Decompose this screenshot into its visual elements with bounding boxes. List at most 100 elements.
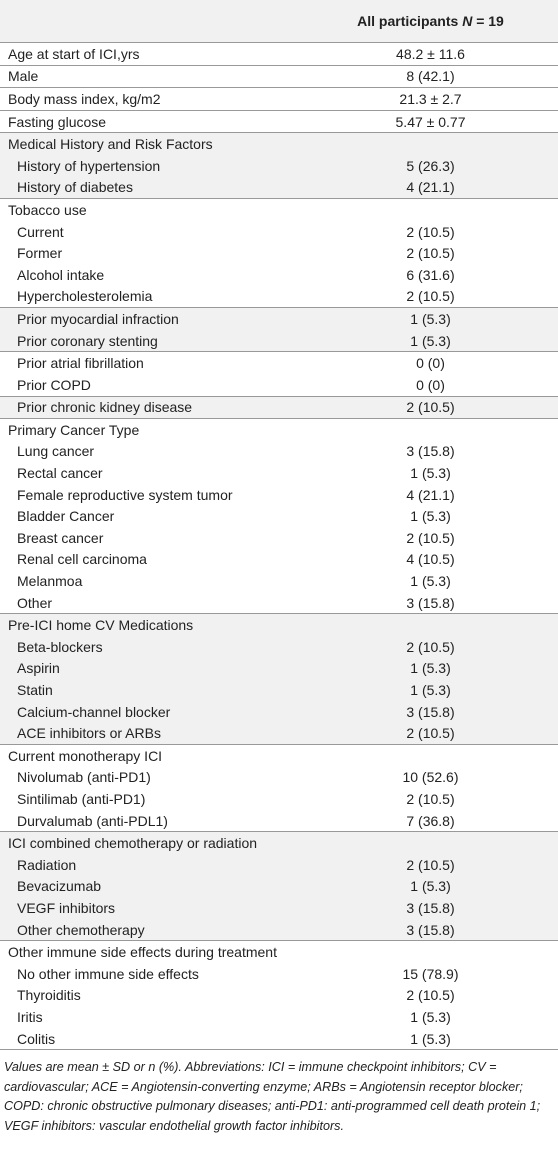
group-title: Other immune side effects during treatme…: [0, 940, 303, 963]
table-row: Aspirin 1 (5.3): [0, 657, 558, 680]
table-row: Other chemotherapy 3 (15.8): [0, 918, 558, 941]
row-value: 2 (10.5): [406, 223, 455, 240]
empty-cell: [303, 418, 558, 441]
header-n-value: = 19: [476, 13, 504, 29]
table: All participants N = 19 Age at start of …: [0, 0, 558, 1050]
row-label: Calcium-channel blocker: [0, 700, 303, 723]
row-value: 2 (10.5): [303, 395, 558, 419]
row-value: 0 (0): [416, 376, 445, 393]
row-label: Prior chronic kidney disease: [0, 395, 303, 419]
table-row: Body mass index, kg/m2 21.3 ± 2.7: [0, 87, 558, 111]
row-label: ACE inhibitors or ARBs: [0, 722, 303, 745]
row-label: History of hypertension: [0, 154, 303, 177]
table-row: Breast cancer 2 (10.5): [0, 527, 558, 549]
group-title: Pre-ICI home CV Medications: [0, 613, 303, 637]
row-value: 2 (10.5): [406, 987, 455, 1004]
table-row: Prior chronic kidney disease 2 (10.5): [0, 395, 558, 419]
table-row: Renal cell carcinoma 4 (10.5): [0, 549, 558, 571]
row-value: 8 (42.1): [303, 64, 558, 88]
table-row: Prior myocardial infraction 1 (5.3): [0, 307, 558, 330]
row-value: 4 (10.5): [406, 551, 455, 568]
row-label: Hypercholesterolemia: [17, 288, 153, 305]
row-value: 1 (5.3): [303, 875, 558, 898]
table-row: Current 2 (10.5): [0, 221, 558, 243]
row-label: Nivolumab (anti-PD1): [17, 769, 151, 786]
row-label: Female reproductive system tumor: [17, 486, 233, 503]
row-value: 2 (10.5): [406, 529, 455, 546]
row-label: History of diabetes: [0, 176, 303, 199]
row-label: Durvalumab (anti-PDL1): [17, 812, 168, 829]
table-row: Radiation 2 (10.5): [0, 853, 558, 876]
row-label: Sintilimab (anti-PD1): [17, 790, 146, 807]
table-row: Bladder Cancer 1 (5.3): [0, 505, 558, 527]
row-label: Rectal cancer: [17, 465, 103, 482]
row-label: Former: [17, 245, 63, 262]
table-row: Tobacco use: [0, 198, 558, 221]
table-row: Female reproductive system tumor 4 (21.1): [0, 484, 558, 506]
row-value: 1 (5.3): [410, 1008, 451, 1025]
empty-cell: [303, 940, 558, 963]
row-value: 6 (31.6): [406, 266, 455, 283]
row-value: 1 (5.3): [410, 465, 451, 482]
table-row: Former 2 (10.5): [0, 242, 558, 264]
row-value: 1 (5.3): [303, 657, 558, 680]
row-label: Breast cancer: [17, 529, 104, 546]
row-value: 4 (21.1): [303, 176, 558, 199]
row-label: Aspirin: [0, 657, 303, 680]
table-row: Medical History and Risk Factors: [0, 132, 558, 155]
row-value: 1 (5.3): [410, 573, 451, 590]
row-value: 3 (15.8): [406, 594, 455, 611]
row-label: Body mass index, kg/m2: [0, 87, 303, 111]
row-value: 2 (10.5): [406, 288, 455, 305]
row-label: Male: [0, 64, 303, 88]
header-cell: All participants N = 19: [303, 0, 558, 43]
table-row: Colitis 1 (5.3): [0, 1028, 558, 1050]
row-value: 2 (10.5): [406, 790, 455, 807]
table-row: Alcohol intake 6 (31.6): [0, 264, 558, 286]
row-label: Other: [17, 594, 53, 611]
table-row: Durvalumab (anti-PDL1) 7 (36.8): [0, 810, 558, 832]
empty-cell: [303, 743, 558, 767]
empty-cell: [303, 613, 558, 637]
empty-cell: [303, 198, 558, 221]
row-value: 1 (5.3): [303, 307, 558, 330]
empty-cell: [303, 831, 558, 854]
header-n-symbol: N: [462, 13, 473, 29]
row-label: Statin: [0, 679, 303, 701]
row-value: 3 (15.8): [303, 700, 558, 723]
table-row: Age at start of ICI,yrs 48.2 ± 11.6: [0, 42, 558, 66]
row-value: 1 (5.3): [410, 1030, 451, 1047]
row-value: 2 (10.5): [303, 722, 558, 745]
table-row: Current monotherapy ICI: [0, 743, 558, 767]
row-label: No other immune side effects: [17, 965, 199, 982]
row-value: 1 (5.3): [303, 329, 558, 352]
table-row: VEGF inhibitors 3 (15.8): [0, 897, 558, 919]
group-title: ICI combined chemotherapy or radiation: [0, 831, 303, 854]
row-label: Prior COPD: [17, 376, 91, 393]
table-row: Bevacizumab 1 (5.3): [0, 875, 558, 898]
row-label: Radiation: [0, 853, 303, 876]
footnote: Values are mean ± SD or n (%). Abbreviat…: [0, 1049, 558, 1136]
row-label: Colitis: [17, 1030, 56, 1047]
table-row: Calcium-channel blocker 3 (15.8): [0, 700, 558, 723]
group-title: Tobacco use: [0, 198, 303, 221]
row-label: Bevacizumab: [0, 875, 303, 898]
table-row: History of hypertension 5 (26.3): [0, 154, 558, 177]
table-row: Prior coronary stenting 1 (5.3): [0, 329, 558, 352]
table-row: Primary Cancer Type: [0, 418, 558, 441]
table-row: ICI combined chemotherapy or radiation: [0, 831, 558, 854]
table-row: Hypercholesterolemia 2 (10.5): [0, 286, 558, 308]
table-row: Other 3 (15.8): [0, 592, 558, 614]
row-value: 4 (21.1): [406, 486, 455, 503]
row-value: 1 (5.3): [410, 508, 451, 525]
table-row: Prior atrial fibrillation 0 (0): [0, 351, 558, 374]
table-row: Other immune side effects during treatme…: [0, 940, 558, 963]
row-label: Renal cell carcinoma: [17, 551, 147, 568]
row-value: 7 (36.8): [406, 812, 455, 829]
header-blank: [0, 0, 303, 43]
row-value: 15 (78.9): [402, 965, 459, 982]
row-label: Current: [17, 223, 64, 240]
row-label: Lung cancer: [17, 443, 95, 460]
row-label: Prior coronary stenting: [0, 329, 303, 352]
